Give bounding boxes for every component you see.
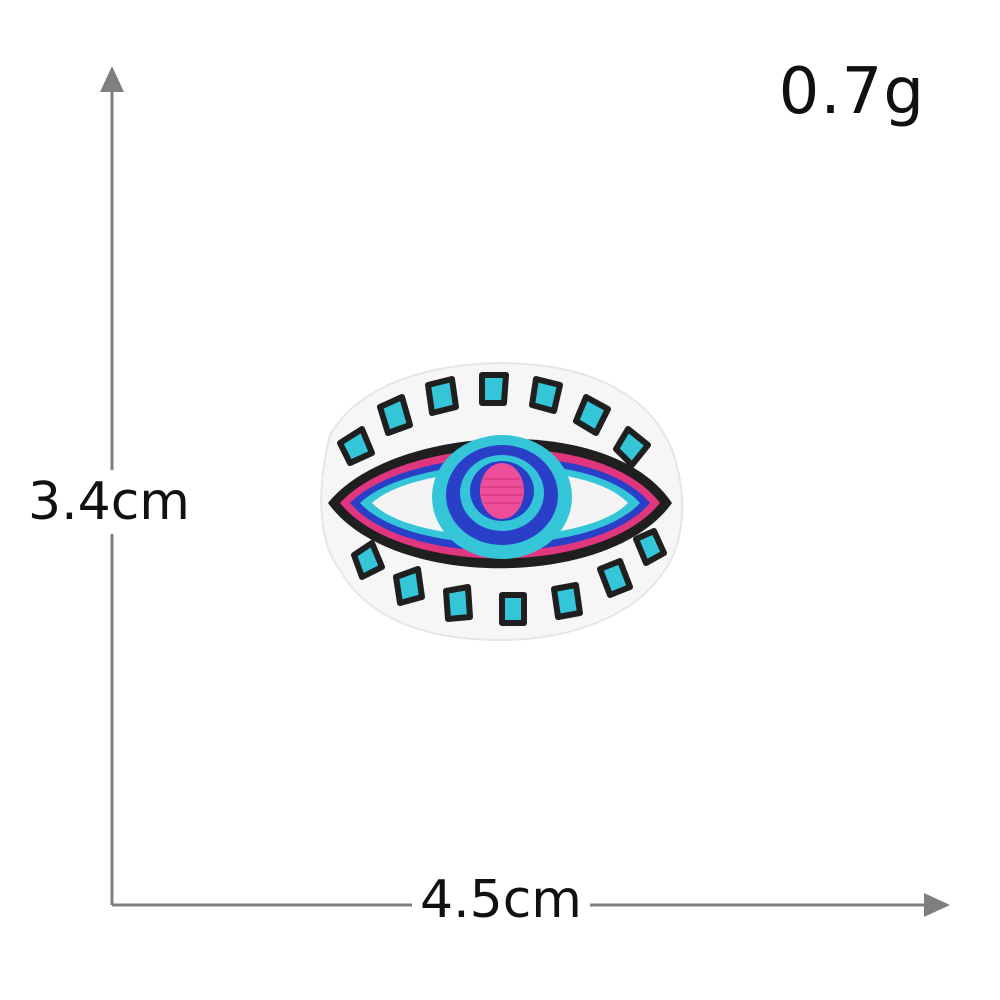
upper-lash-blocks (337, 372, 651, 468)
arrow-right-icon (924, 893, 950, 917)
height-label: 3.4cm (28, 470, 190, 534)
width-label: 4.5cm (412, 874, 590, 926)
eye-pupil (480, 463, 524, 519)
arrow-up-icon (100, 66, 124, 92)
weight-label: 0.7g (778, 55, 925, 129)
evil-eye-patch-image (320, 361, 684, 642)
lower-lash-blocks (351, 528, 667, 626)
